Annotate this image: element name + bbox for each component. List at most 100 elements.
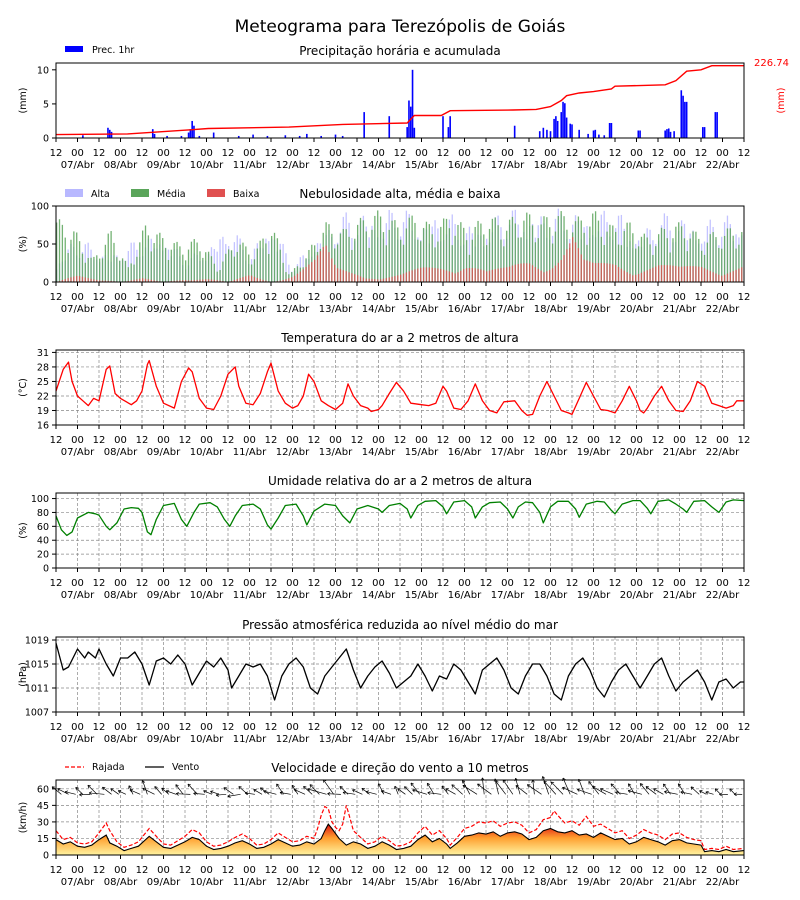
cloud-low-bar bbox=[205, 279, 207, 282]
x-tick-label: 00 bbox=[329, 435, 342, 446]
cloud-low-bar bbox=[741, 267, 743, 282]
wind-arrow bbox=[404, 786, 413, 795]
precip-bar bbox=[442, 116, 444, 138]
wind-arrow-head bbox=[175, 791, 179, 796]
cloud-mid-bar bbox=[534, 242, 537, 282]
precip-bar bbox=[447, 127, 450, 138]
x-tick-label: 12 bbox=[50, 292, 63, 303]
precip-bar bbox=[603, 135, 606, 138]
wind-arrow-head bbox=[577, 788, 581, 792]
x-tick-label: 00 bbox=[71, 292, 84, 303]
x-tick-label: 12 bbox=[136, 148, 149, 159]
x-tick-label: 00 bbox=[71, 722, 84, 733]
wind-arrow-head bbox=[339, 786, 343, 790]
pressure-line bbox=[55, 642, 744, 701]
cloud-mid-bar bbox=[411, 215, 413, 282]
cloud-low-bar bbox=[494, 269, 496, 282]
cloud-low-bar bbox=[448, 271, 451, 282]
y-axis-label: (%) bbox=[18, 522, 29, 538]
legend-label-precip: Prec. 1hr bbox=[92, 45, 134, 56]
cloud-low-bar bbox=[709, 270, 711, 282]
cloud-low-bar bbox=[368, 278, 370, 282]
x-tick-label: 12 bbox=[50, 148, 63, 159]
cloud-low-bar bbox=[738, 268, 740, 282]
y-tick-label: 50 bbox=[37, 240, 49, 251]
y-tick-label: 20 bbox=[37, 550, 49, 561]
x-tick-label: 00 bbox=[630, 435, 643, 446]
x-tick-label: 12 bbox=[136, 292, 149, 303]
cloud-low-bar bbox=[586, 260, 588, 282]
cloud-mid-bar bbox=[549, 227, 551, 282]
cloud-mid-bar bbox=[81, 253, 84, 282]
wind-arrow bbox=[615, 791, 628, 795]
cloud-low-bar bbox=[660, 265, 663, 282]
x-tick-label: 00 bbox=[716, 435, 729, 446]
precip-bar bbox=[639, 130, 641, 138]
wind-arrow-head bbox=[610, 783, 615, 787]
cloud-low-bar bbox=[288, 278, 290, 282]
x-tick-label: 00 bbox=[415, 578, 428, 589]
cloud-low-bar bbox=[84, 277, 86, 282]
wind-arrow bbox=[639, 783, 650, 795]
wind-arrow-head bbox=[259, 787, 264, 791]
cloud-low-bar bbox=[663, 265, 666, 282]
precip-bar bbox=[716, 112, 718, 138]
x-tick-label: 00 bbox=[458, 578, 471, 589]
cloud-mid-bar bbox=[291, 272, 293, 282]
x-tick-label: 00 bbox=[544, 578, 557, 589]
cloud-mid-bar bbox=[508, 219, 511, 282]
wind-arrow-head bbox=[664, 790, 668, 794]
cloud-mid-bar bbox=[428, 224, 430, 282]
cloud-low-bar bbox=[615, 265, 617, 282]
wind-arrow-head bbox=[238, 786, 242, 790]
wind-arrow bbox=[600, 788, 614, 795]
cloud-low-bar bbox=[649, 269, 651, 282]
wind-arrow-head bbox=[175, 784, 179, 788]
wind-arrow bbox=[352, 789, 363, 795]
x-tick-label: 12 bbox=[738, 435, 751, 446]
cloud-low-bar bbox=[695, 266, 697, 282]
x-tick-label: 00 bbox=[200, 435, 213, 446]
precip-bar bbox=[673, 131, 675, 138]
wind-arrow bbox=[381, 790, 392, 795]
y-tick-label: 100 bbox=[31, 494, 49, 505]
x-tick-label: 12 bbox=[738, 722, 751, 733]
x-date-label: 09/Abr bbox=[147, 877, 181, 888]
cloud-mid-bar bbox=[465, 240, 468, 282]
wind-arrow-head bbox=[303, 786, 307, 790]
cloud-low-bar bbox=[715, 273, 717, 282]
x-date-label: 17/Abr bbox=[491, 734, 525, 745]
wind-arrow-head bbox=[87, 784, 91, 789]
precip-bar bbox=[341, 135, 344, 138]
cloud-mid-bar bbox=[448, 228, 451, 282]
x-tick-label: 00 bbox=[501, 722, 514, 733]
wind-arrow bbox=[412, 789, 427, 795]
cloud-low-bar bbox=[672, 265, 674, 282]
x-date-label: 10/Abr bbox=[190, 304, 224, 315]
cloud-mid-bar bbox=[563, 216, 565, 282]
cloud-low-bar bbox=[680, 266, 683, 282]
wind-arrow bbox=[142, 780, 148, 795]
cloud-low-bar bbox=[250, 275, 253, 282]
cloud-low-bar bbox=[658, 265, 660, 282]
wind-arrow-head bbox=[154, 786, 158, 790]
wind-arrow bbox=[223, 787, 234, 795]
x-tick-label: 12 bbox=[50, 435, 63, 446]
wind-arrow bbox=[366, 791, 377, 795]
x-tick-label: 00 bbox=[243, 148, 256, 159]
cloud-low-bar bbox=[199, 279, 201, 282]
cloud-mid-bar bbox=[56, 222, 58, 282]
precip-bar bbox=[546, 129, 548, 138]
cloud-low-bar bbox=[594, 263, 597, 282]
wind-arrow-head bbox=[705, 790, 709, 795]
cloud-low-bar bbox=[107, 280, 109, 282]
wind-arrow bbox=[451, 784, 463, 795]
cloud-low-bar bbox=[451, 272, 453, 282]
cloud-low-bar bbox=[549, 270, 551, 282]
x-date-label: 11/Abr bbox=[233, 590, 267, 601]
cloud-low-bar bbox=[374, 278, 376, 282]
cloud-mid-bar bbox=[199, 251, 201, 282]
y-tick-label: 28 bbox=[37, 362, 49, 373]
wind-arrow bbox=[394, 785, 399, 795]
cloud-mid-bar bbox=[164, 248, 167, 282]
